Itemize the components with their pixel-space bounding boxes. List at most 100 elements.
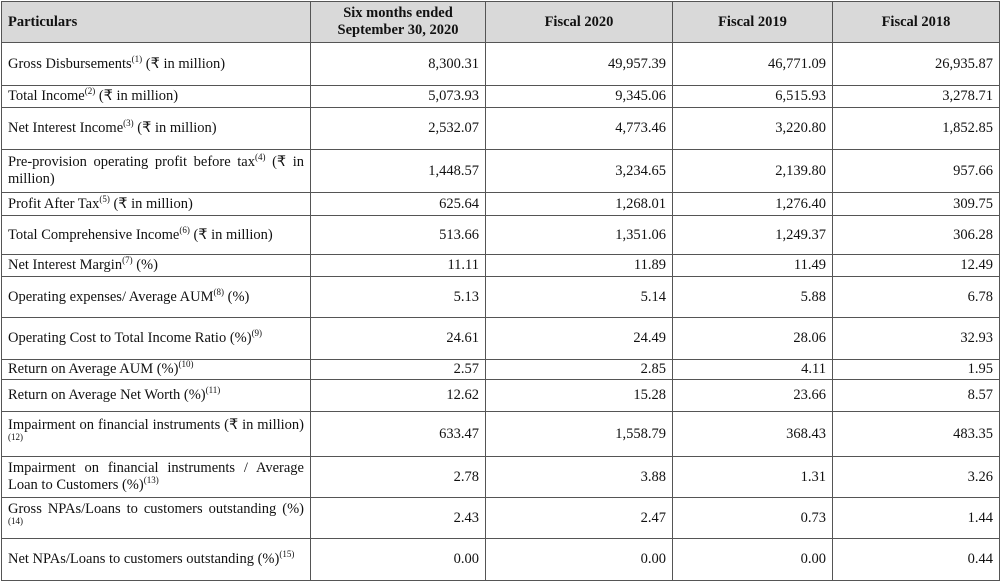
value-cell: 3.88 — [485, 456, 673, 498]
value-cell: 513.66 — [310, 215, 486, 255]
value-cell: 15.28 — [485, 379, 673, 412]
particulars-text: Net Interest Margin — [8, 257, 123, 273]
footnote-ref: (15) — [279, 549, 295, 560]
header-cell: Fiscal 2018 — [832, 1, 1000, 43]
particulars-cell: Total Income(2) (₹ in million) — [1, 85, 311, 108]
header-cell: Fiscal 2020 — [485, 1, 673, 43]
table-head: Particulars Six months ended September 30… — [1, 1, 1000, 43]
particulars-text: Operating expenses/ Average AUM — [8, 288, 214, 305]
particulars-text: Operating Cost to Total Income Ratio (%) — [8, 330, 252, 346]
value-cell: 5.13 — [310, 276, 486, 318]
value-cell: 0.73 — [672, 497, 833, 539]
value-cell: 6,515.93 — [672, 85, 833, 108]
footnote-ref: (14) — [8, 516, 23, 527]
data-row: Total Comprehensive Income(6) (₹ in mill… — [1, 215, 1000, 255]
particulars-cell: Return on Average Net Worth (%)(11) — [1, 379, 311, 412]
particulars-cell: Impairment on financial instruments (₹ i… — [1, 411, 311, 457]
value-cell: 4,773.46 — [485, 107, 673, 150]
value-cell: 2.43 — [310, 497, 486, 539]
footnote-ref: (12) — [8, 432, 23, 443]
particulars-text: Gross NPAs/Loans to customers outstandin… — [8, 501, 304, 517]
value-cell: 24.49 — [485, 317, 673, 360]
value-cell: 4.11 — [672, 359, 833, 380]
value-cell: 3.26 — [832, 456, 1000, 498]
unit-text: (%) — [227, 288, 250, 305]
value-cell: 0.00 — [485, 538, 673, 581]
value-cell: 9,345.06 — [485, 85, 673, 108]
footnote-ref: (9) — [251, 328, 263, 339]
particulars-cell: Operating expenses/ Average AUM(8) (%) — [1, 276, 311, 318]
value-cell: 2,139.80 — [672, 149, 833, 193]
particulars-text: Impairment on financial instruments / Av… — [8, 460, 304, 493]
header-cell: Fiscal 2019 — [672, 1, 833, 43]
particulars-text: Profit After Tax — [8, 195, 100, 212]
value-cell: 2.47 — [485, 497, 673, 539]
particulars-cell: Impairment on financial instruments / Av… — [1, 456, 311, 498]
footnote-ref: (5) — [99, 193, 110, 204]
data-row: Profit After Tax(5) (₹ in million) 625.64… — [1, 192, 1000, 216]
unit-text: (₹ in million) — [193, 226, 273, 243]
data-row: Operating expenses/ Average AUM(8) (%) 5.… — [1, 276, 1000, 318]
unit-text: (₹ in million) — [98, 88, 179, 104]
value-cell: 625.64 — [310, 192, 486, 216]
particulars-cell: Net Interest Income(3) (₹ in million) — [1, 107, 311, 150]
footnote-ref: (11) — [205, 385, 221, 396]
value-cell: 0.44 — [832, 538, 1000, 581]
value-cell: 46,771.09 — [672, 42, 833, 86]
footnote-ref: (13) — [143, 475, 159, 486]
particulars-text: Total Comprehensive Income — [8, 226, 180, 243]
unit-text: (₹ in million) — [137, 120, 217, 136]
value-cell: 5.88 — [672, 276, 833, 318]
data-row: Return on Average AUM (%)(10) 2.57 2.85 4.1… — [1, 359, 1000, 380]
particulars-text: Impairment on financial instruments (₹ i… — [8, 417, 304, 433]
value-cell: 49,957.39 — [485, 42, 673, 86]
particulars-cell: Net NPAs/Loans to customers outstanding … — [1, 538, 311, 581]
particulars-text: Gross Disbursements — [8, 55, 132, 72]
footnote-ref: (1) — [131, 53, 143, 64]
particulars-cell: Operating Cost to Total Income Ratio (%)… — [1, 317, 311, 360]
value-cell: 3,234.65 — [485, 149, 673, 193]
footnote-ref: (6) — [179, 224, 190, 235]
value-cell: 2.57 — [310, 359, 486, 380]
value-cell: 957.66 — [832, 149, 1000, 193]
value-cell: 11.49 — [672, 254, 833, 277]
unit-text: (%) — [136, 257, 158, 273]
value-cell: 12.62 — [310, 379, 486, 412]
value-cell: 3,220.80 — [672, 107, 833, 150]
value-cell: 0.00 — [672, 538, 833, 581]
value-cell: 28.06 — [672, 317, 833, 360]
particulars-cell: Gross Disbursements(1) (₹ in million) — [1, 42, 311, 86]
value-cell: 8,300.31 — [310, 42, 486, 86]
value-cell: 12.49 — [832, 254, 1000, 277]
particulars-text: Net Interest Income — [8, 120, 124, 136]
value-cell: 306.28 — [832, 215, 1000, 255]
value-cell: 1,448.57 — [310, 149, 486, 193]
footnote-ref: (2) — [84, 86, 96, 97]
value-cell: 1,351.06 — [485, 215, 673, 255]
value-cell: 1,268.01 — [485, 192, 673, 216]
particulars-cell: Profit After Tax(5) (₹ in million) — [1, 192, 311, 216]
unit-text: (₹ in million) — [8, 154, 304, 187]
value-cell: 11.89 — [485, 254, 673, 277]
unit-text: (₹ in million) — [113, 195, 193, 212]
value-cell: 5,073.93 — [310, 85, 486, 108]
data-row: Impairment on financial instruments (₹ i… — [1, 411, 1000, 457]
particulars-text: Net NPAs/Loans to customers outstanding … — [8, 551, 280, 567]
value-cell: 26,935.87 — [832, 42, 1000, 86]
footnote-ref: (7) — [122, 255, 133, 266]
value-cell: 8.57 — [832, 379, 1000, 412]
data-row: Net Interest Income(3) (₹ in million) 2,5… — [1, 107, 1000, 150]
value-cell: 1,558.79 — [485, 411, 673, 457]
value-cell: 1,852.85 — [832, 107, 1000, 150]
particulars-cell: Net Interest Margin(7) (%) — [1, 254, 311, 277]
header-cell: Six months ended September 30, 2020 — [310, 1, 486, 43]
footnote-ref: (3) — [123, 118, 134, 129]
value-cell: 11.11 — [310, 254, 486, 277]
value-cell: 5.14 — [485, 276, 673, 318]
value-cell: 3,278.71 — [832, 85, 1000, 108]
value-cell: 1.95 — [832, 359, 1000, 380]
footnote-ref: (4) — [254, 152, 266, 163]
particulars-text: Return on Average Net Worth (%) — [8, 387, 206, 403]
